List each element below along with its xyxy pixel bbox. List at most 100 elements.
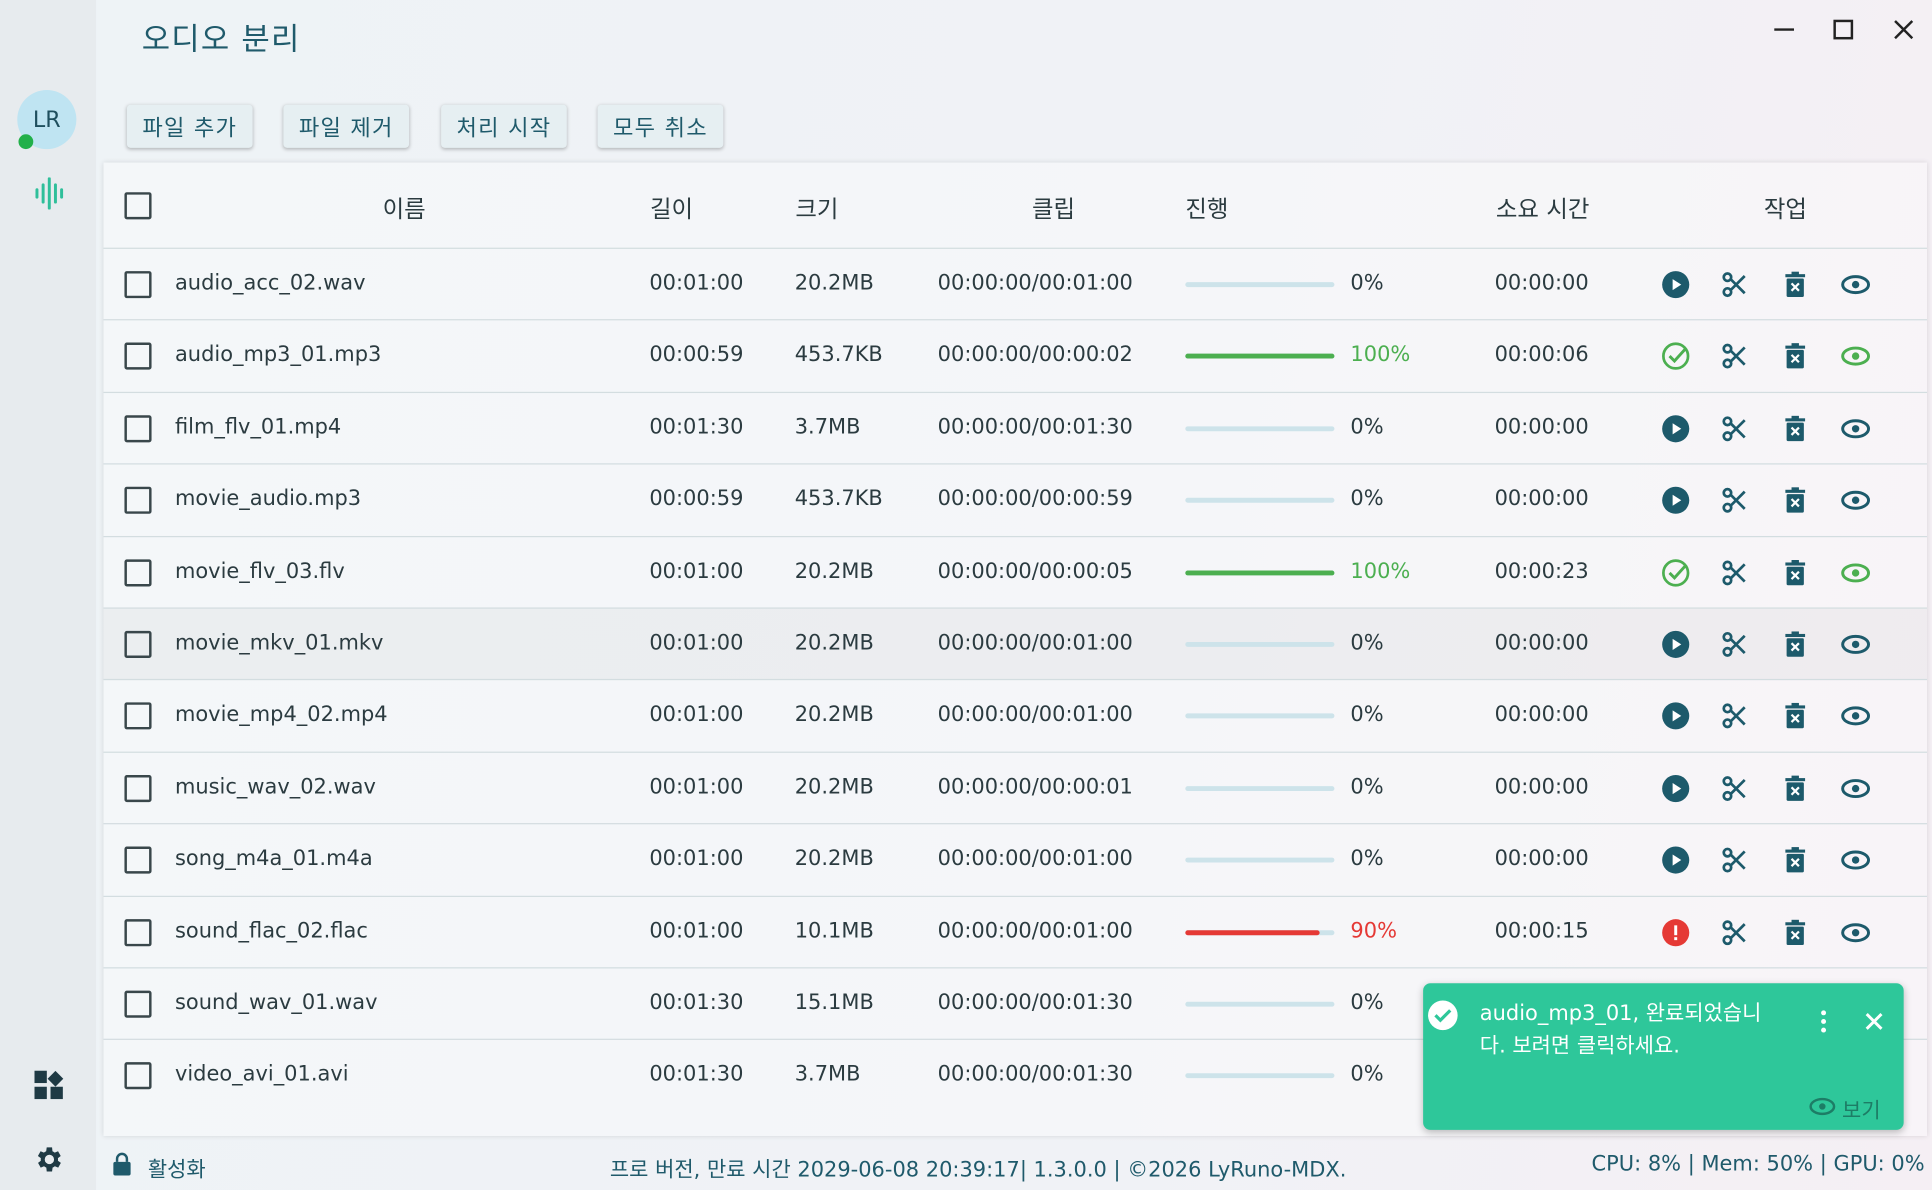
- status-ready-button[interactable]: [1661, 414, 1691, 444]
- preview-button[interactable]: [1841, 486, 1871, 516]
- status-ready-button[interactable]: [1661, 630, 1691, 660]
- status-ready-button[interactable]: [1661, 486, 1691, 516]
- toolbar-button[interactable]: 파일 추가: [126, 104, 253, 148]
- row-checkbox[interactable]: [124, 990, 152, 1018]
- status-ready-button[interactable]: [1661, 774, 1691, 804]
- row-checkbox[interactable]: [124, 1062, 152, 1090]
- toast-menu[interactable]: [1815, 1008, 1832, 1035]
- status-done-button[interactable]: [1661, 342, 1691, 372]
- toolbar-button[interactable]: 처리 시작: [441, 104, 567, 148]
- delete-button[interactable]: [1780, 342, 1810, 372]
- progress-label: 0%: [1350, 630, 1384, 656]
- row-checkbox[interactable]: [124, 414, 152, 443]
- cut-button[interactable]: [1720, 270, 1750, 300]
- preview-button[interactable]: [1841, 414, 1871, 444]
- select-all-checkbox[interactable]: [124, 192, 152, 220]
- delete-button[interactable]: [1780, 630, 1810, 660]
- file-name: video_avi_01.avi: [174, 1062, 349, 1088]
- progress-track: [1185, 1073, 1335, 1079]
- delete-button[interactable]: [1780, 270, 1810, 300]
- delete-button[interactable]: [1780, 486, 1810, 516]
- toast-eye: [1809, 1097, 1836, 1116]
- toast-close[interactable]: [1863, 1010, 1885, 1032]
- file-length: 00:01:30: [649, 414, 744, 440]
- clip-range: 00:00:00/00:01:00: [937, 702, 1133, 728]
- status-error-button[interactable]: [1661, 917, 1691, 947]
- delete-button[interactable]: [1780, 774, 1810, 804]
- apps-icon[interactable]: [33, 1070, 65, 1102]
- file-row: movie_mp4_02.mp4 00:01:00 20.2MB 00:00:00/0…: [103, 679, 1928, 752]
- delete-button[interactable]: [1780, 702, 1810, 732]
- clip-range: 00:00:00/00:01:00: [937, 271, 1133, 296]
- progress-label: 0%: [1350, 414, 1384, 440]
- row-checkbox[interactable]: [124, 630, 152, 658]
- delete-button[interactable]: [1780, 845, 1810, 875]
- status-bar: 활성화 프로 버전, 만료 시간 2029-06-08 20:39:17| 1.…: [96, 1136, 1932, 1190]
- file-length: 00:00:59: [649, 343, 744, 368]
- progress-track: [1185, 354, 1335, 360]
- file-size: 453.7KB: [794, 486, 883, 512]
- row-checkbox[interactable]: [124, 486, 152, 515]
- preview-button[interactable]: [1841, 558, 1871, 588]
- progress-fill: [1185, 354, 1335, 360]
- file-length: 00:01:00: [649, 271, 744, 296]
- file-length: 00:01:00: [649, 630, 744, 656]
- status-done-button[interactable]: [1661, 558, 1691, 588]
- delete-button[interactable]: [1780, 917, 1810, 947]
- elapsed-time: 00:00:00: [1494, 630, 1589, 656]
- row-checkbox[interactable]: [124, 918, 152, 946]
- maximize[interactable]: [1833, 19, 1854, 40]
- column-header: 진행: [1185, 195, 1229, 224]
- elapsed-time: 00:00:15: [1494, 918, 1589, 944]
- resource-stats: CPU: 8% | Mem: 50% | GPU: 0%: [1591, 1152, 1925, 1177]
- cut-button[interactable]: [1720, 702, 1750, 732]
- cut-button[interactable]: [1720, 774, 1750, 804]
- preview-button[interactable]: [1841, 702, 1871, 732]
- progress-track: [1185, 282, 1335, 288]
- cut-button[interactable]: [1720, 630, 1750, 660]
- clip-range: 00:00:00/00:00:01: [937, 774, 1133, 800]
- delete-button[interactable]: [1780, 558, 1810, 588]
- clip-range: 00:00:00/00:00:05: [937, 558, 1133, 584]
- status-ready-button[interactable]: [1661, 270, 1691, 300]
- toast[interactable]: audio_mp3_01, 완료되었습니다. 보려면 클릭하세요. 보기: [1423, 983, 1904, 1130]
- row-checkbox[interactable]: [124, 774, 152, 802]
- toolbar-button[interactable]: 모두 취소: [597, 104, 724, 148]
- progress-label: 100%: [1350, 558, 1411, 584]
- elapsed-time: 00:00:00: [1494, 486, 1589, 512]
- delete-button[interactable]: [1780, 414, 1810, 444]
- status-ready-button[interactable]: [1661, 702, 1691, 732]
- row-checkbox[interactable]: [124, 702, 152, 730]
- preview-button[interactable]: [1841, 342, 1871, 372]
- cut-button[interactable]: [1720, 845, 1750, 875]
- file-row: sound_flac_02.flac 00:01:00 10.1MB 00:00:00…: [103, 895, 1928, 968]
- column-header: 크기: [795, 195, 839, 224]
- audio-nav-icon[interactable]: [33, 177, 65, 210]
- clip-range: 00:00:00/00:01:00: [937, 918, 1133, 944]
- cut-button[interactable]: [1720, 414, 1750, 444]
- preview-button[interactable]: [1841, 630, 1871, 660]
- row-checkbox[interactable]: [124, 271, 152, 299]
- settings-icon[interactable]: [32, 1143, 64, 1175]
- row-checkbox[interactable]: [124, 343, 152, 371]
- file-length: 00:01:30: [649, 990, 744, 1016]
- preview-button[interactable]: [1841, 774, 1871, 804]
- row-checkbox[interactable]: [124, 558, 152, 586]
- preview-button[interactable]: [1841, 270, 1871, 300]
- progress-track: [1185, 498, 1335, 503]
- cut-button[interactable]: [1720, 917, 1750, 947]
- column-header: 소요 시간: [1495, 195, 1590, 224]
- toolbar-button[interactable]: 파일 제거: [283, 104, 410, 148]
- file-name: movie_mkv_01.mkv: [174, 630, 384, 656]
- status-ready-button[interactable]: [1661, 845, 1691, 875]
- sidebar: LR: [0, 0, 97, 1190]
- preview-button[interactable]: [1841, 917, 1871, 947]
- close[interactable]: [1894, 20, 1914, 40]
- toast-action[interactable]: 보기: [1842, 1099, 1881, 1124]
- cut-button[interactable]: [1720, 342, 1750, 372]
- row-checkbox[interactable]: [124, 846, 152, 874]
- preview-button[interactable]: [1841, 845, 1871, 875]
- cut-button[interactable]: [1720, 558, 1750, 588]
- cut-button[interactable]: [1720, 486, 1750, 516]
